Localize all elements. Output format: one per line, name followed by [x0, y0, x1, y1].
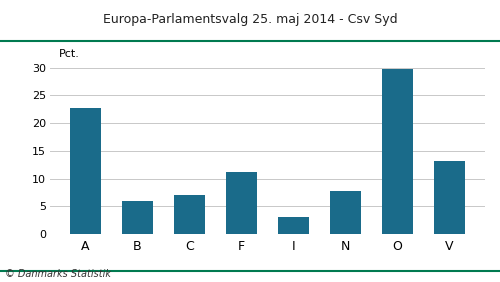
Text: Europa-Parlamentsvalg 25. maj 2014 - Csv Syd: Europa-Parlamentsvalg 25. maj 2014 - Csv… [102, 13, 398, 26]
Bar [382, 69, 413, 234]
Text: Pct.: Pct. [60, 49, 80, 59]
Bar [434, 161, 465, 234]
Bar [122, 201, 153, 234]
Bar [70, 108, 101, 234]
Bar [330, 191, 361, 234]
Text: © Danmarks Statistik: © Danmarks Statistik [5, 269, 111, 279]
Bar [278, 217, 309, 234]
Bar [226, 172, 257, 234]
Bar [174, 195, 205, 234]
